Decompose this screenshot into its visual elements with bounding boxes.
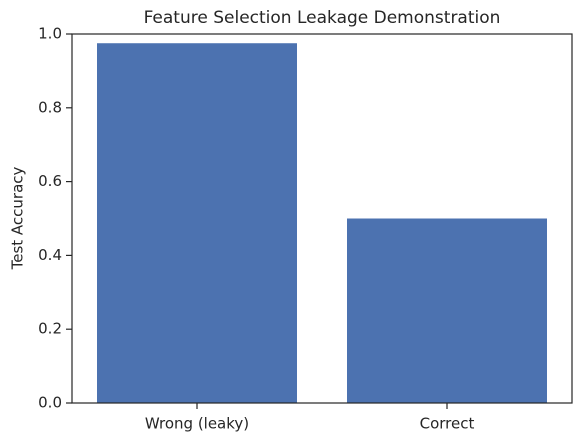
y-tick-label: 0.2 — [38, 320, 62, 338]
chart-title: Feature Selection Leakage Demonstration — [144, 8, 501, 28]
y-tick-label: 0.4 — [38, 246, 62, 264]
plot-frame — [71, 33, 573, 404]
x-tick-label: Wrong (leaky) — [145, 415, 249, 433]
y-tick-label: 0.8 — [38, 98, 62, 116]
bar — [97, 43, 297, 403]
y-axis-label: Test Accuracy — [9, 166, 27, 270]
y-tick-label: 0.0 — [38, 394, 62, 412]
y-tick-label: 0.6 — [38, 172, 62, 190]
y-tick-label: 1.0 — [38, 25, 62, 43]
x-tick-label: Correct — [420, 415, 475, 433]
bar — [347, 218, 547, 403]
